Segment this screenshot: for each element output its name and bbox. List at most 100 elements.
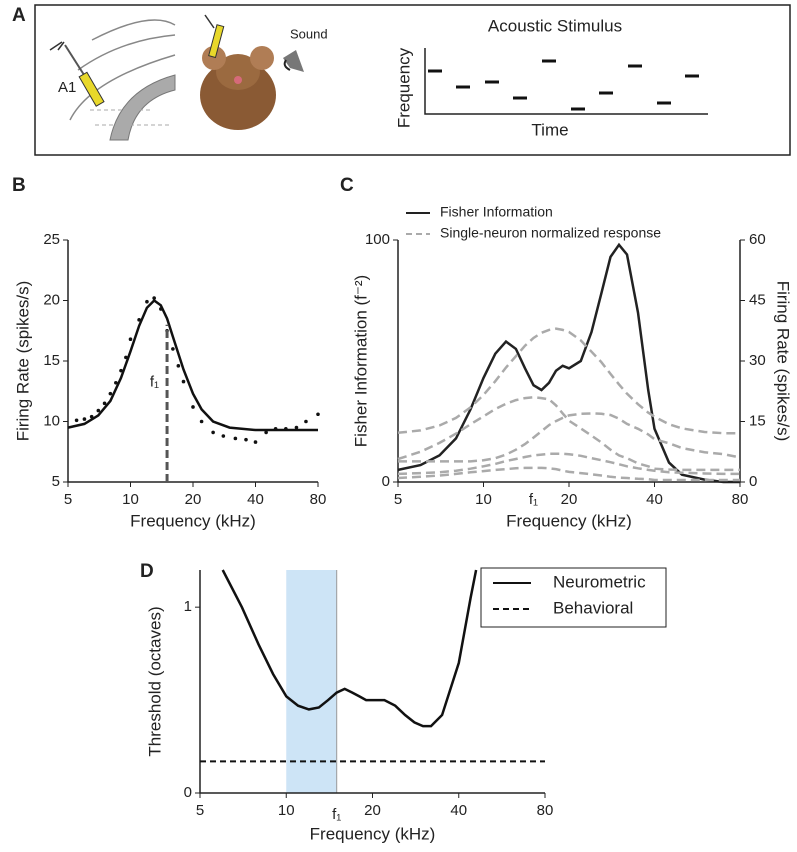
brain-outline [69,19,176,121]
x-tick-label: 10 [122,491,139,508]
series-line [397,466,740,482]
annotation: f₁ [332,806,341,823]
stimulus-axes [424,48,708,115]
data-dot [181,379,186,384]
series-line [397,452,740,476]
panel-label: B [12,175,26,196]
x-tick-label: 40 [247,491,264,508]
y-tick-label: 100 [365,231,390,248]
y-axis-label: Firing Rate (spikes/s) [13,281,32,442]
data-dot [114,380,118,385]
legend-label: Neurometric [553,572,646,591]
annotation: f₁ [150,374,159,391]
data-dot [82,417,87,421]
electrode [78,71,105,107]
series-line [221,569,478,728]
speaker-wave [283,59,291,71]
y-tick-label: 20 [43,291,60,308]
data-dot [96,408,101,413]
data-dot [273,426,278,431]
electrode-tip [49,41,65,51]
data-dot [294,425,299,430]
shaded-band [286,570,337,793]
electrode [208,24,225,59]
schematic: A1 Sound Acoustic Stimulus Frequency Tim… [34,4,791,156]
x-tick-label: 5 [196,802,204,819]
series-line [397,396,740,472]
axis-line [67,240,318,483]
x-tick-label: 5 [64,491,72,508]
data-dot [171,347,175,351]
x-tick-label: 80 [537,802,554,819]
y-tick-label: 5 [52,473,60,490]
data-dot [145,299,149,304]
legend-label: Fisher Information [440,204,553,220]
x-tick-label: 40 [450,802,467,819]
data-dot [253,440,258,444]
data-dot [211,430,215,435]
panel-label: C [340,175,354,196]
x-axis-label: Frequency (kHz) [130,511,256,530]
data-dot [119,368,123,373]
y-tick-label: 25 [43,231,60,248]
data-dot [199,419,204,424]
legend-label: Single-neuron normalized response [440,225,661,241]
y-axis-label: Fisher Information (f⁻²) [351,275,370,447]
data-dot [264,430,268,435]
x-axis-label: Frequency (kHz) [310,824,436,843]
y-tick-label: 0 [382,473,390,490]
y-tick-label: 10 [43,412,60,429]
series-line [67,298,318,432]
y2-axis-label: Firing Rate (spikes/s) [774,281,793,442]
data-dot [221,434,226,438]
annotation: f₁ [529,491,538,508]
brain-lines [90,109,170,126]
data-dot [304,419,308,424]
y2-tick-label: 30 [749,352,766,369]
x-tick-label: 80 [310,491,327,508]
data-dot [191,405,195,409]
data-dot [159,307,163,311]
mouse-head [216,54,260,90]
data-dot [74,418,79,423]
data-dot [124,355,128,360]
y2-tick-label: 60 [749,231,766,248]
x-tick-label: 5 [394,491,402,508]
x-tick-label: 10 [475,491,492,508]
panel-label: A [12,5,26,26]
y-tick-label: 0 [184,784,192,801]
data-dot [137,318,141,322]
mouse-ear [250,46,274,70]
panel-frame [34,4,791,156]
panel-label: D [140,561,154,582]
stimulus-ylabel: Frequency [394,47,413,128]
data-dot [128,337,133,342]
stimulus-xlabel: Time [531,120,568,139]
x-tick-label: 40 [646,491,663,508]
data-dot [284,426,288,431]
mouse-ear [202,46,226,70]
region-label: A1 [58,79,76,96]
series-line [397,242,740,484]
legend-label: Behavioral [553,598,633,617]
stimulus-tones [428,59,699,111]
x-tick-label: 10 [278,802,295,819]
data-dot [233,436,238,441]
data-dot [108,391,113,396]
y2-tick-label: 0 [749,473,757,490]
y2-tick-label: 15 [749,412,766,429]
data-dot [102,401,107,406]
legend-box [480,567,667,628]
x-tick-label: 20 [364,802,381,819]
series-line [397,327,740,435]
x-tick-label: 20 [561,491,578,508]
data-dot [244,437,248,442]
y-tick-label: 15 [43,352,60,369]
brain-region [109,74,176,141]
y-tick-label: 1 [184,598,192,615]
x-axis-label: Frequency (kHz) [506,511,632,530]
sound-label: Sound [290,26,328,41]
x-tick-label: 80 [732,491,749,508]
x-tick-label: 20 [185,491,202,508]
